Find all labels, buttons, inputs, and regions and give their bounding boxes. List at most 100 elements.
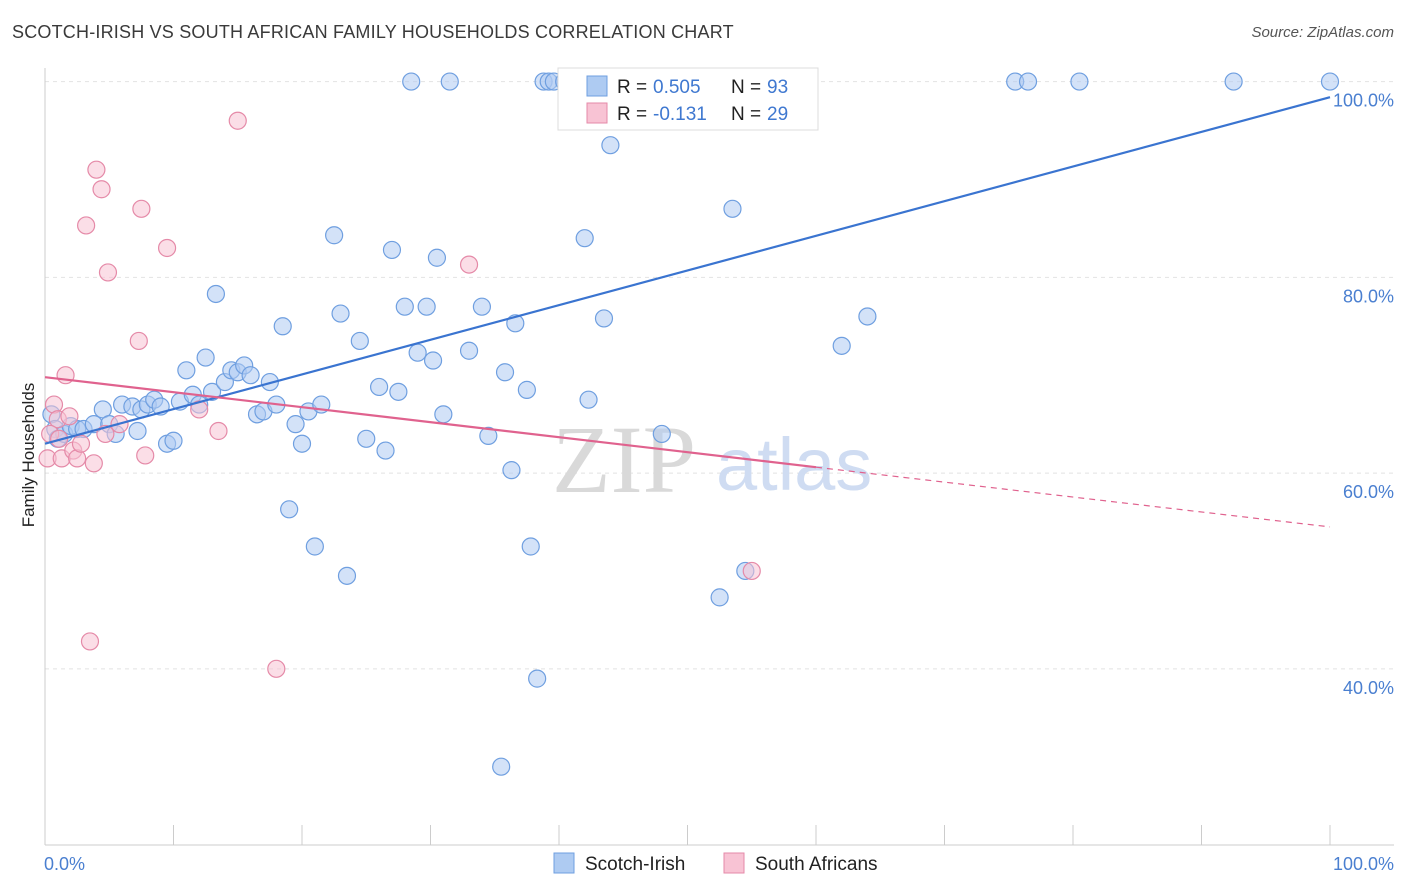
point-scotch-irish (502, 461, 521, 480)
legend-r-label-2: R = (617, 104, 647, 125)
point-scotch-irish (292, 434, 312, 453)
point-scotch-irish (528, 669, 547, 688)
point-south-africans (87, 160, 106, 179)
legend-r-label-1: R = (617, 77, 647, 98)
point-scotch-irish (280, 500, 299, 519)
legend-r-value-2: -0.131 (653, 104, 707, 125)
point-scotch-irish (440, 72, 459, 91)
point-scotch-irish (517, 380, 536, 399)
point-scotch-irish (389, 382, 408, 401)
point-south-africans (136, 446, 155, 465)
point-scotch-irish (1018, 72, 1038, 91)
point-scotch-irish (858, 307, 877, 326)
point-scotch-irish (594, 309, 614, 328)
point-scotch-irish (273, 317, 292, 336)
point-south-africans (92, 180, 111, 199)
trend-line-scotch-irish (44, 96, 1331, 445)
x-tick-label-min: 0.0% (44, 854, 85, 874)
point-scotch-irish (492, 757, 511, 776)
point-scotch-irish (1070, 72, 1089, 91)
point-scotch-irish (459, 341, 479, 360)
point-scotch-irish (575, 229, 594, 248)
point-scotch-irish (723, 199, 742, 218)
legend-n-label-1: N = (731, 77, 761, 98)
point-south-africans (157, 238, 177, 258)
point-scotch-irish (350, 331, 369, 351)
point-scotch-irish (652, 424, 671, 444)
point-scotch-irish (196, 348, 215, 367)
point-scotch-irish (177, 361, 196, 380)
point-south-africans (77, 216, 96, 235)
legend-swatch-scotch-irish (586, 75, 608, 97)
watermark-zip: ZIP (552, 406, 696, 513)
y-tick-label: 40.0% (1343, 678, 1394, 698)
point-scotch-irish (479, 426, 498, 445)
legend-series: Scotch-Irish South Africans (553, 852, 878, 875)
point-south-africans (129, 331, 148, 351)
point-scotch-irish (337, 566, 357, 585)
source-credit: Source: ZipAtlas.com (1251, 24, 1394, 41)
point-scotch-irish (206, 284, 226, 304)
point-south-africans (742, 561, 761, 581)
point-scotch-irish (370, 377, 389, 397)
x-tick-label-max: 100.0% (1333, 854, 1394, 874)
point-south-africans (209, 421, 228, 441)
legend-swatch-south-africans (586, 102, 608, 124)
point-scotch-irish (1224, 72, 1243, 91)
legend-bottom-swatch-south-africans (723, 852, 745, 874)
point-scotch-irish (434, 405, 453, 424)
point-south-africans (459, 255, 479, 274)
y-tick-label: 80.0% (1343, 286, 1394, 306)
point-scotch-irish (128, 421, 147, 441)
legend-r-value-1: 0.505 (653, 77, 701, 98)
point-scotch-irish (579, 390, 598, 409)
point-scotch-irish (325, 226, 344, 245)
legend-n-value-2: 29 (767, 104, 788, 125)
point-scotch-irish (382, 240, 402, 260)
y-axis-title: Family Households (19, 383, 38, 528)
point-scotch-irish (427, 248, 447, 267)
point-scotch-irish (241, 366, 260, 385)
point-scotch-irish (832, 336, 851, 355)
legend-stats: R = 0.505 N = 93 R = -0.131 N = 29 (557, 67, 819, 131)
point-scotch-irish (472, 297, 491, 316)
point-scotch-irish (164, 431, 183, 450)
point-scotch-irish (286, 415, 305, 434)
point-scotch-irish (521, 537, 540, 556)
y-tick-label: 60.0% (1343, 482, 1394, 502)
point-south-africans (84, 454, 103, 473)
trend-line-south-africans-extension (815, 466, 1331, 528)
point-scotch-irish (423, 351, 443, 370)
legend-label-south-africans: South Africans (755, 854, 878, 875)
point-scotch-irish (495, 363, 515, 382)
legend-bottom-swatch-scotch-irish (553, 852, 575, 874)
legend-label-scotch-irish: Scotch-Irish (585, 854, 685, 875)
point-scotch-irish (305, 537, 324, 556)
point-south-africans (98, 263, 118, 282)
point-scotch-irish (417, 297, 436, 316)
point-scotch-irish (357, 429, 376, 448)
point-south-africans (267, 659, 286, 678)
y-tick-label: 100.0% (1333, 91, 1394, 111)
point-scotch-irish (601, 136, 620, 155)
point-south-africans (228, 111, 247, 130)
trend-line-south-africans (44, 376, 817, 469)
point-scotch-irish (395, 297, 414, 316)
point-scotch-irish (376, 441, 395, 460)
point-south-africans (60, 407, 79, 426)
x-tick-labels: 0.0% 100.0% (44, 854, 1394, 874)
point-scotch-irish (331, 304, 350, 323)
watermark: ZIP atlas (552, 406, 872, 513)
point-south-africans (132, 199, 151, 218)
point-scotch-irish (408, 343, 427, 362)
trend-lines (44, 96, 1331, 528)
legend-n-label-2: N = (731, 104, 761, 125)
point-scotch-irish (402, 72, 421, 91)
point-scotch-irish (710, 588, 729, 607)
point-south-africans (80, 632, 100, 651)
chart-title: SCOTCH-IRISH VS SOUTH AFRICAN FAMILY HOU… (12, 22, 734, 42)
legend-n-value-1: 93 (767, 77, 788, 98)
point-south-africans (190, 400, 209, 419)
point-south-africans (71, 434, 91, 453)
